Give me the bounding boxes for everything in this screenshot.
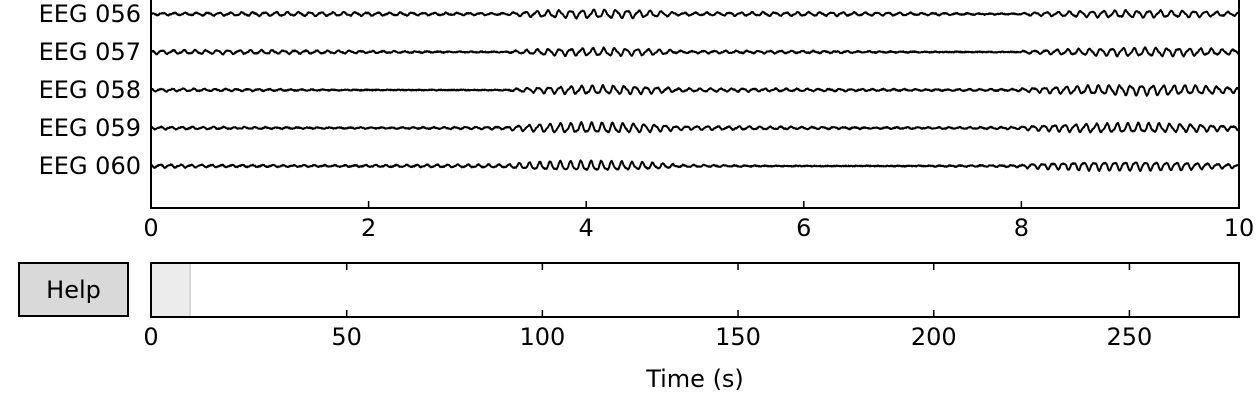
trace-eeg-056 (150, 8, 1240, 20)
channel-label: EEG 060 (39, 152, 141, 180)
eeg-traces (150, 8, 1240, 173)
channel-label: EEG 056 (39, 0, 141, 28)
channel-label: EEG 059 (39, 114, 141, 142)
time-overview-scrollbar[interactable]: 0 50 100 150 200 250 Time (s) (143, 262, 1240, 393)
overview-x-tick-label: 250 (1107, 323, 1153, 351)
main-x-tick-label: 6 (796, 214, 811, 242)
main-x-axis: 0 2 4 6 8 10 (143, 201, 1254, 242)
trace-eeg-058 (150, 84, 1240, 97)
help-button[interactable]: Help (18, 262, 129, 317)
main-x-tick-label: 10 (1224, 214, 1255, 242)
trace-eeg-057 (150, 46, 1240, 58)
channel-labels: EEG 056 EEG 057 EEG 058 EEG 059 EEG 060 (39, 0, 141, 180)
overview-x-axis: 0 50 100 150 200 250 (143, 263, 1152, 351)
main-x-tick-label: 2 (361, 214, 376, 242)
eeg-traces-plot[interactable]: EEG 056 EEG 057 EEG 058 EEG 059 EEG 060 0 2 4 6… (39, 0, 1255, 242)
main-x-tick-label: 0 (143, 214, 158, 242)
overview-x-tick-label: 150 (715, 323, 761, 351)
channel-label: EEG 057 (39, 38, 141, 66)
channel-label: EEG 058 (39, 76, 141, 104)
overview-x-tick-label: 200 (911, 323, 957, 351)
overview-x-tick-label: 100 (519, 323, 565, 351)
trace-eeg-060 (150, 159, 1240, 173)
x-axis-label: Time (s) (645, 365, 744, 393)
overview-x-tick-label: 50 (331, 323, 362, 351)
main-x-tick-label: 8 (1014, 214, 1029, 242)
main-x-tick-label: 4 (579, 214, 594, 242)
overview-x-tick-label: 0 (143, 323, 158, 351)
visible-window[interactable] (150, 262, 191, 318)
trace-eeg-059 (150, 121, 1240, 134)
